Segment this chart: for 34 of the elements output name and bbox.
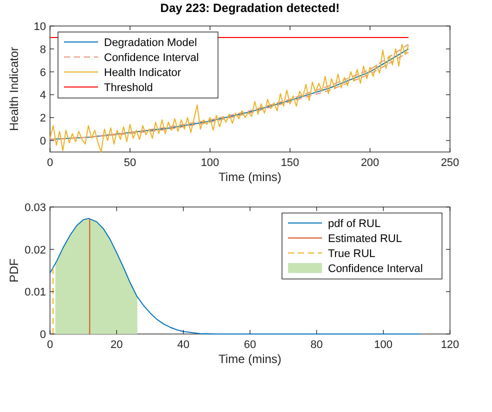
x-axis-title: Time (mins) (218, 352, 282, 366)
legend-label: Threshold (104, 82, 153, 94)
y-tick-label: 0 (40, 136, 46, 148)
legend-label: Confidence Interval (104, 52, 199, 64)
y-tick-label: 2 (40, 112, 46, 125)
x-tick-label: 50 (124, 157, 136, 169)
x-tick-label: 100 (374, 339, 393, 351)
legend-label: pdf of RUL (328, 218, 381, 230)
legend-label: Confidence Interval (328, 263, 423, 275)
x-tick-label: 40 (177, 339, 190, 351)
legend-label: Degradation Model (104, 37, 197, 49)
y-tick-label: 0.01 (24, 286, 46, 299)
y-axis-title: Health Indicator (7, 46, 21, 132)
x-tick-label: 100 (200, 157, 220, 169)
legend-label: True RUL (328, 248, 376, 260)
y-tick-label: 4 (40, 90, 46, 102)
y-tick-label: 0.03 (24, 202, 46, 214)
y-axis-title: PDF (7, 258, 21, 282)
y-tick-label: 8 (40, 44, 46, 56)
y-tick-label: 0.02 (24, 244, 46, 256)
x-tick-label: 80 (310, 339, 323, 351)
x-tick-label: 250 (440, 157, 460, 169)
chart-title: Day 223: Degradation detected! (160, 1, 340, 15)
x-tick-label: 120 (440, 339, 460, 351)
x-tick-label: 200 (360, 157, 380, 169)
y-tick-label: 10 (34, 21, 46, 33)
y-tick-label: 6 (40, 66, 46, 79)
x-tick-label: 150 (280, 157, 300, 169)
legend-label: Estimated RUL (328, 233, 402, 245)
legend-label: Health Indicator (104, 67, 182, 79)
x-tick-label: 20 (110, 339, 123, 351)
y-tick-label: 0 (40, 329, 46, 341)
x-axis-title: Time (mins) (218, 170, 282, 184)
x-tick-label: 60 (244, 339, 256, 351)
